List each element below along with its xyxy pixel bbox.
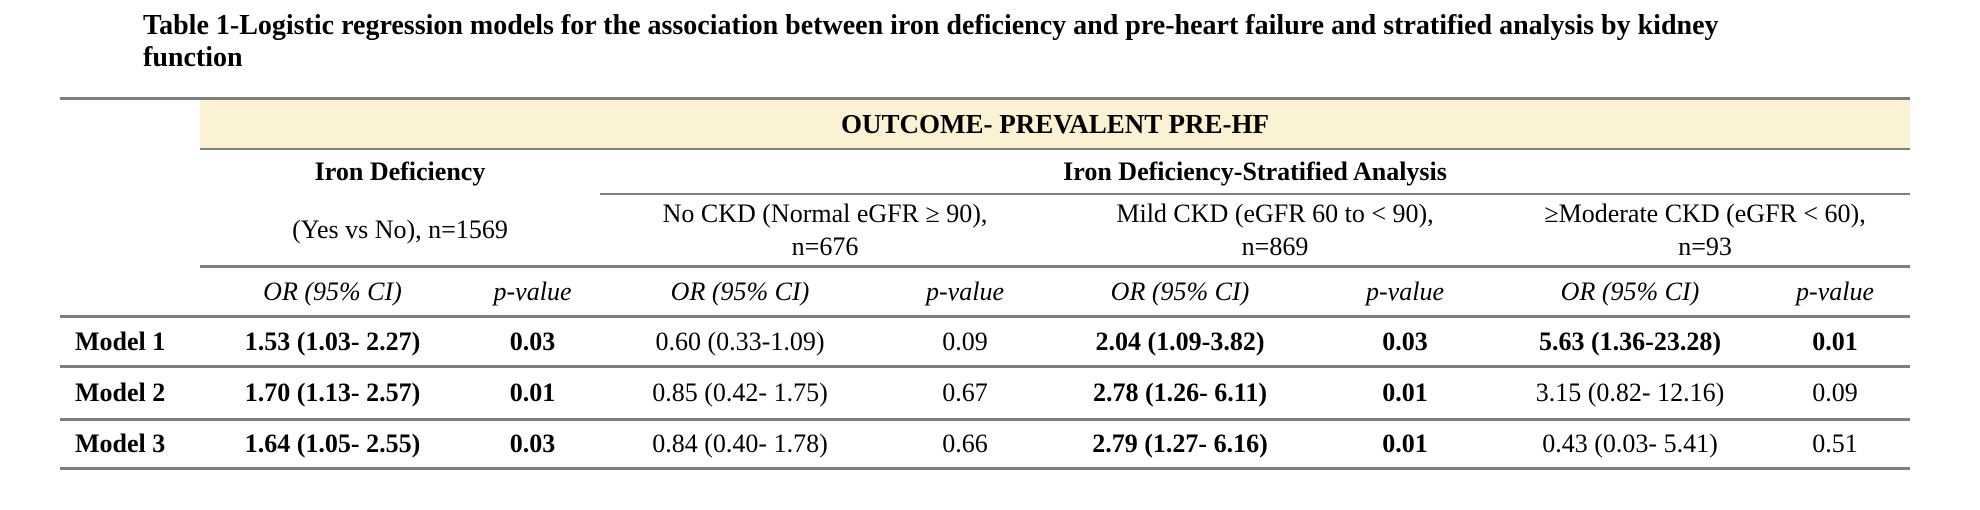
or-ci-header: OR (95% CI)	[1050, 266, 1310, 318]
or-value: 0.85 (0.42- 1.75)	[600, 366, 880, 421]
or-value: 0.84 (0.40- 1.78)	[600, 419, 880, 470]
model-label: Model 1	[60, 316, 200, 368]
banner-row: OUTCOME- PREVALENT PRE-HF	[60, 97, 1911, 150]
p-value-header: p-value	[880, 266, 1050, 318]
or-value: 1.53 (1.03- 2.27)	[200, 316, 465, 368]
p-value: 0.01	[1310, 419, 1500, 470]
p-value: 0.09	[880, 316, 1050, 368]
or-ci-header: OR (95% CI)	[600, 266, 880, 318]
table-row-model-1: Model 1 1.53 (1.03- 2.27) 0.03 0.60 (0.3…	[60, 316, 1911, 368]
p-value: 0.03	[465, 316, 600, 368]
or-value: 2.04 (1.09-3.82)	[1050, 316, 1310, 368]
spacer-cell	[60, 149, 200, 194]
model-label: Model 2	[60, 366, 200, 421]
or-ci-header: OR (95% CI)	[1500, 266, 1760, 318]
or-value: 0.43 (0.03- 5.41)	[1500, 419, 1760, 470]
or-value: 1.70 (1.13- 2.57)	[200, 366, 465, 421]
group-header-no-ckd: No CKD (Normal eGFR ≥ 90), n=676	[600, 194, 1050, 268]
spacer-cell	[60, 97, 200, 149]
iron-deficiency-section-header: Iron Deficiency	[314, 157, 486, 186]
p-value: 0.01	[465, 366, 600, 421]
section-header-row: Iron Deficiency Iron Deficiency-Stratifi…	[60, 149, 1911, 195]
p-value-header: p-value	[465, 266, 600, 318]
p-value-header: p-value	[1760, 266, 1911, 318]
p-value: 0.51	[1760, 419, 1911, 470]
spacer-cell	[60, 194, 200, 267]
p-value: 0.03	[465, 419, 600, 470]
p-value: 0.01	[1760, 316, 1911, 368]
table-row-model-3: Model 3 1.64 (1.05- 2.55) 0.03 0.84 (0.4…	[60, 419, 1911, 470]
p-value: 0.03	[1310, 316, 1500, 368]
group-header-row: (Yes vs No), n=1569 No CKD (Normal eGFR …	[60, 194, 1911, 268]
table-row-model-2: Model 2 1.70 (1.13- 2.57) 0.01 0.85 (0.4…	[60, 366, 1911, 421]
p-value: 0.09	[1760, 366, 1911, 421]
or-value: 3.15 (0.82- 12.16)	[1500, 366, 1760, 421]
or-value: 2.78 (1.26- 6.11)	[1050, 366, 1310, 421]
outcome-banner: OUTCOME- PREVALENT PRE-HF	[200, 97, 1911, 150]
group-header-mild-ckd: Mild CKD (eGFR 60 to < 90), n=869	[1050, 194, 1500, 268]
p-value-header: p-value	[1310, 266, 1500, 318]
column-header-row: OR (95% CI) p-value OR (95% CI) p-value …	[60, 266, 1911, 318]
group-header-moderate-ckd: ≥Moderate CKD (eGFR < 60), n=93	[1500, 194, 1911, 268]
or-value: 5.63 (1.36-23.28)	[1500, 316, 1760, 368]
p-value: 0.01	[1310, 366, 1500, 421]
model-label: Model 3	[60, 419, 200, 470]
or-value: 0.60 (0.33-1.09)	[600, 316, 880, 368]
or-value: 1.64 (1.05- 2.55)	[200, 419, 465, 470]
or-value: 2.79 (1.27- 6.16)	[1050, 419, 1310, 470]
iron-deficiency-subheader: (Yes vs No), n=1569	[200, 194, 600, 268]
spacer-cell	[60, 266, 200, 318]
or-ci-header: OR (95% CI)	[200, 266, 465, 318]
regression-table: OUTCOME- PREVALENT PRE-HF Iron Deficienc…	[60, 97, 1911, 470]
p-value: 0.67	[880, 366, 1050, 421]
p-value: 0.66	[880, 419, 1050, 470]
stratified-analysis-section-header: Iron Deficiency-Stratified Analysis	[600, 149, 1911, 195]
table-title: Table 1-Logistic regression models for t…	[143, 10, 1719, 73]
